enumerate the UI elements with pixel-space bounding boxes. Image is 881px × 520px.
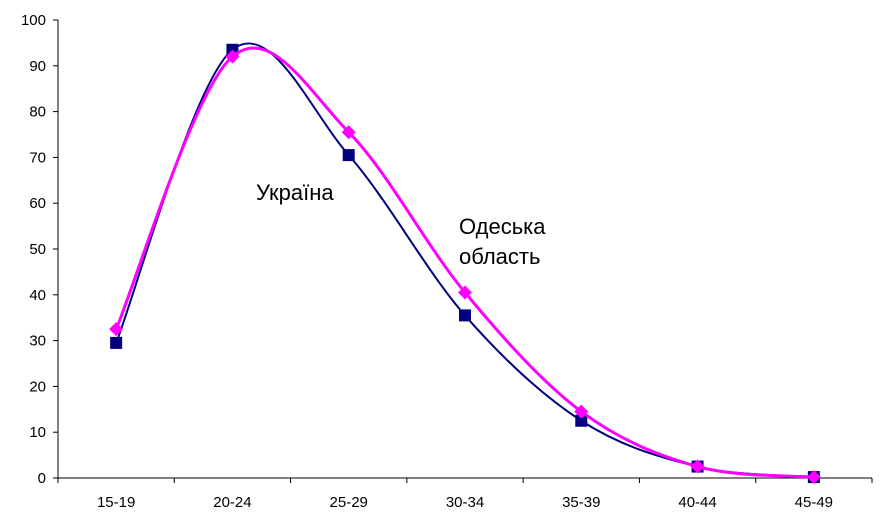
data-point [575, 414, 588, 427]
x-tick-label: 45-49 [795, 494, 833, 511]
annotation-ukraine: Україна [256, 180, 334, 205]
x-tick-label: 40-44 [678, 494, 716, 511]
y-tick-label: 10 [29, 424, 46, 441]
x-tick-label: 20-24 [213, 494, 251, 511]
x-tick-label: 15-19 [97, 494, 135, 511]
y-tick-label: 0 [38, 470, 46, 487]
data-point [459, 309, 471, 322]
data-point [574, 404, 589, 419]
y-axis-tick-labels: 0 10 20 30 40 50 60 70 80 90 100 [21, 12, 46, 487]
data-point [341, 125, 356, 140]
axes [53, 19, 873, 483]
series-layer [109, 42, 821, 485]
data-point [690, 459, 705, 474]
x-tick-label: 35-39 [562, 494, 600, 511]
data-point [458, 285, 472, 300]
series-line [114, 46, 814, 479]
annotation-odesa-line-1: Одеська [459, 214, 546, 239]
y-tick-label: 30 [29, 333, 46, 350]
y-tick-label: 20 [29, 378, 46, 395]
data-point [109, 322, 124, 337]
x-tick-label: 25-29 [330, 494, 368, 511]
data-point [110, 336, 123, 349]
y-tick-label: 100 [21, 12, 46, 29]
y-tick-label: 60 [29, 195, 46, 212]
data-point [806, 470, 821, 485]
y-tick-label: 80 [29, 104, 46, 121]
series-1 [109, 46, 821, 485]
y-tick-label: 40 [29, 287, 46, 304]
y-tick-label: 50 [29, 241, 46, 258]
x-tick-label: 30-34 [446, 494, 484, 511]
annotation-odesa-line-2: область [459, 244, 540, 269]
y-tick-label: 90 [29, 58, 46, 75]
y-tick-label: 70 [29, 149, 46, 166]
data-point [225, 49, 240, 64]
x-axis-tick-labels: 15-19 20-24 25-29 30-34 35-39 40-44 45-49 [97, 494, 833, 511]
data-point [342, 149, 355, 162]
